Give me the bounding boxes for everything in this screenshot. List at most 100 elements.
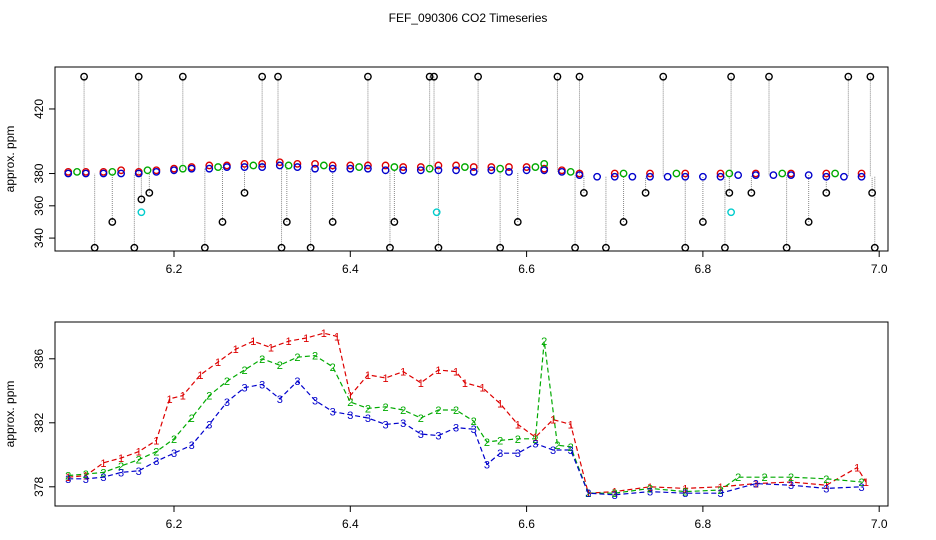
x-tick-label: 6.4 xyxy=(342,262,359,276)
data-point xyxy=(328,161,337,170)
data-point xyxy=(721,243,729,252)
data-point xyxy=(381,166,390,175)
data-point xyxy=(205,164,214,173)
y-tick-label: 386 xyxy=(32,348,46,368)
series-glyph: 3 xyxy=(153,456,159,468)
data-point xyxy=(505,168,513,176)
data-point xyxy=(390,163,399,171)
series-glyph: 3 xyxy=(365,413,371,425)
data-point xyxy=(117,166,126,175)
series-glyph: 1 xyxy=(717,482,723,494)
data-point xyxy=(804,171,813,180)
data-point xyxy=(575,171,584,180)
data-point xyxy=(857,172,866,181)
series-glyph: 2 xyxy=(762,472,768,484)
data-point xyxy=(460,163,469,171)
series-glyph: 2 xyxy=(418,413,424,425)
series-glyph: 1 xyxy=(334,331,340,343)
series-glyph: 2 xyxy=(65,471,71,483)
data-point xyxy=(425,164,434,173)
series-glyph: 1 xyxy=(753,479,759,491)
series-glyph: 1 xyxy=(497,399,503,411)
data-point xyxy=(698,218,707,226)
data-point xyxy=(672,169,681,178)
x-tick-label: 6.2 xyxy=(166,262,183,276)
data-point xyxy=(866,72,875,81)
series-glyph: 3 xyxy=(823,483,829,495)
series-line xyxy=(68,380,862,496)
series-glyph: 1 xyxy=(233,344,239,356)
series-line xyxy=(68,332,867,494)
data-point xyxy=(434,161,443,170)
data-point xyxy=(751,171,760,180)
top-panel: 6.2 6.4 6.6 6.8 7.0 340 360 380 420 approx. ppm xyxy=(3,66,889,276)
series-glyph: 1 xyxy=(462,378,468,390)
x-tick-label: 6.6 xyxy=(518,262,535,276)
series-glyph: 1 xyxy=(568,419,574,431)
x-tick-label: 7.0 xyxy=(871,262,888,276)
data-point xyxy=(99,169,108,178)
data-point xyxy=(716,169,725,178)
data-point xyxy=(725,188,734,197)
series-glyph: 1 xyxy=(854,463,860,475)
series-glyph: 3 xyxy=(259,379,265,391)
x-tick-label: 6.8 xyxy=(695,517,712,531)
series-glyph: 3 xyxy=(294,376,300,388)
series-glyph: 3 xyxy=(471,424,477,436)
series-glyph: 2 xyxy=(365,403,371,415)
data-point xyxy=(434,243,443,252)
top-x-axis: 6.2 6.4 6.6 6.8 7.0 xyxy=(166,251,888,276)
y-tick-label: 378 xyxy=(32,476,46,496)
series-glyph: 2 xyxy=(515,434,521,446)
data-point xyxy=(134,169,143,178)
series-glyph: 3 xyxy=(788,480,794,492)
bottom-plot-frame xyxy=(54,321,889,507)
data-point xyxy=(81,169,90,178)
data-point xyxy=(425,72,434,81)
data-point xyxy=(346,164,355,173)
data-point xyxy=(328,164,337,173)
data-point xyxy=(487,163,496,171)
series-glyph: 2 xyxy=(224,376,230,388)
data-point xyxy=(566,168,575,176)
series-glyph: 2 xyxy=(858,477,864,489)
series-glyph: 3 xyxy=(612,490,618,502)
top-markers xyxy=(64,72,879,252)
series-glyph: 2 xyxy=(647,483,653,495)
data-point xyxy=(108,168,117,176)
series-glyph: 3 xyxy=(647,487,653,499)
data-point xyxy=(134,72,143,81)
data-point xyxy=(170,166,178,175)
data-point xyxy=(734,171,743,180)
data-point xyxy=(258,163,267,171)
series-glyph: 2 xyxy=(83,469,89,481)
series-glyph: 2 xyxy=(400,405,406,417)
data-point xyxy=(844,72,853,81)
data-point xyxy=(822,172,831,181)
bottom-y-axis-label: approx. ppm xyxy=(3,381,17,448)
series-glyph: 1 xyxy=(532,432,538,444)
chart-title: FEF_090306 CO2 Timeseries xyxy=(389,11,548,25)
series-glyph: 1 xyxy=(365,370,371,382)
data-point xyxy=(64,169,73,178)
series-glyph: 2 xyxy=(682,487,688,499)
series-glyph: 2 xyxy=(612,488,618,500)
series-glyph: 3 xyxy=(532,439,538,451)
series-glyph: 2 xyxy=(118,461,124,473)
top-y-axis: 340 360 380 420 xyxy=(32,99,55,248)
series-glyph: 2 xyxy=(735,472,741,484)
series-glyph: 2 xyxy=(497,435,503,447)
series-glyph: 2 xyxy=(788,472,794,484)
data-point xyxy=(469,163,478,171)
data-point xyxy=(416,163,425,171)
bottom-y-axis: 378 382 386 xyxy=(32,348,55,497)
series-glyph: 3 xyxy=(206,419,212,431)
data-point xyxy=(275,158,284,167)
data-point xyxy=(416,166,425,175)
data-point xyxy=(681,172,690,181)
data-point xyxy=(200,243,209,252)
series-glyph: 3 xyxy=(585,488,591,500)
series-glyph: 3 xyxy=(118,467,124,479)
series-glyph: 1 xyxy=(197,370,203,382)
